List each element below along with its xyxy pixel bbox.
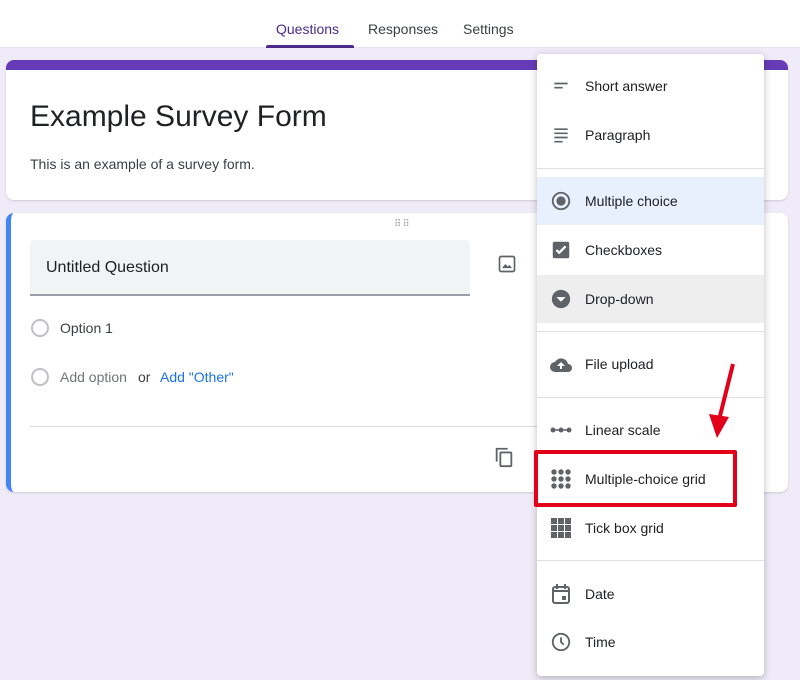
menu-item-label: Short answer	[585, 78, 668, 94]
radio-icon	[537, 190, 585, 212]
annotation-highlight-box	[534, 450, 737, 507]
option-1-label[interactable]: Option 1	[60, 320, 113, 336]
add-other-link[interactable]: Add "Other"	[160, 369, 234, 385]
tab-responses[interactable]: Responses	[368, 21, 439, 37]
form-description[interactable]: This is an example of a survey form.	[30, 156, 255, 172]
tab-questions[interactable]: Questions	[276, 21, 340, 37]
menu-divider	[537, 560, 764, 561]
cloud-upload-icon	[537, 354, 585, 374]
menu-item-label: Multiple-choice grid	[585, 471, 706, 487]
menu-item-label: Tick box grid	[585, 520, 664, 536]
drag-handle-icon[interactable]: ⠿⠿	[394, 219, 411, 230]
annotation-arrow-icon	[709, 363, 735, 438]
paragraph-icon	[537, 125, 585, 145]
menu-item-multiple-choice[interactable]: Multiple choice	[537, 177, 764, 225]
menu-item-label: File upload	[585, 356, 654, 372]
add-option-link[interactable]: Add option	[60, 369, 127, 385]
tab-settings[interactable]: Settings	[463, 21, 514, 37]
menu-item-label: Checkboxes	[585, 242, 663, 258]
menu-item-checkboxes[interactable]: Checkboxes	[537, 226, 764, 274]
dot-grid-icon	[537, 468, 585, 490]
menu-divider	[537, 397, 764, 398]
copy-icon[interactable]	[493, 446, 515, 468]
menu-item-multiple-choice-grid[interactable]: Multiple-choice grid	[537, 455, 764, 503]
menu-item-date[interactable]: Date	[537, 570, 764, 618]
dropdown-icon	[537, 288, 585, 310]
calendar-icon	[537, 583, 585, 605]
linear-scale-icon	[537, 425, 585, 435]
checkbox-icon	[537, 239, 585, 261]
menu-item-label: Drop-down	[585, 291, 654, 307]
menu-item-label: Multiple choice	[585, 193, 678, 209]
short-text-icon	[537, 76, 585, 96]
menu-item-linear-scale[interactable]: Linear scale	[537, 406, 764, 454]
menu-item-drop-down[interactable]: Drop-down	[537, 275, 764, 323]
active-tab-indicator	[266, 45, 354, 48]
menu-item-paragraph[interactable]: Paragraph	[537, 111, 764, 159]
menu-item-label: Paragraph	[585, 127, 651, 143]
image-icon[interactable]	[497, 254, 517, 274]
or-text: or	[138, 369, 151, 385]
divider	[30, 426, 550, 427]
menu-item-label: Date	[585, 586, 615, 602]
square-grid-icon	[537, 517, 585, 539]
question-type-menu: Short answer Paragraph Multiple choice C…	[537, 54, 764, 676]
menu-item-short-answer[interactable]: Short answer	[537, 62, 764, 110]
menu-divider	[537, 168, 764, 169]
form-title[interactable]: Example Survey Form	[30, 100, 327, 133]
clock-icon	[537, 631, 585, 653]
menu-item-file-upload[interactable]: File upload	[537, 340, 764, 388]
option-radio[interactable]	[31, 319, 49, 337]
menu-divider	[537, 331, 764, 332]
question-title-text: Untitled Question	[46, 259, 169, 276]
top-bar: Questions Responses Settings	[0, 0, 800, 48]
menu-item-time[interactable]: Time	[537, 618, 764, 666]
menu-item-label: Time	[585, 634, 616, 650]
add-option-radio	[31, 368, 49, 386]
question-title-input[interactable]: Untitled Question	[30, 240, 470, 296]
menu-item-label: Linear scale	[585, 422, 661, 438]
menu-item-tick-box-grid[interactable]: Tick box grid	[537, 504, 764, 552]
